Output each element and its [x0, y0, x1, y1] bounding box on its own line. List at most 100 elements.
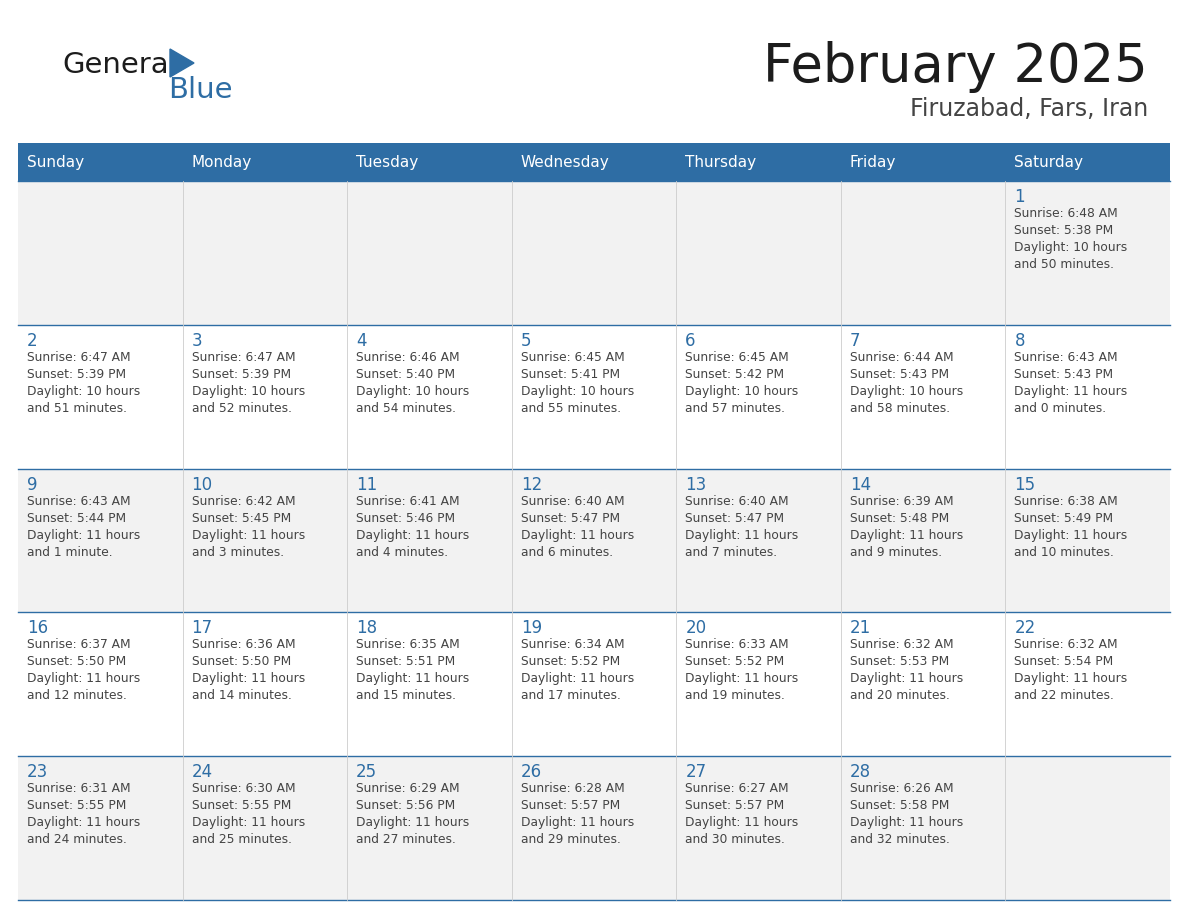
Text: Daylight: 11 hours: Daylight: 11 hours: [849, 672, 963, 686]
Text: and 50 minutes.: and 50 minutes.: [1015, 258, 1114, 271]
Text: Daylight: 11 hours: Daylight: 11 hours: [520, 672, 634, 686]
Text: 22: 22: [1015, 620, 1036, 637]
Text: and 1 minute.: and 1 minute.: [27, 545, 113, 558]
Text: Sunset: 5:42 PM: Sunset: 5:42 PM: [685, 368, 784, 381]
Text: Sunrise: 6:40 AM: Sunrise: 6:40 AM: [520, 495, 625, 508]
Text: Sunrise: 6:33 AM: Sunrise: 6:33 AM: [685, 638, 789, 652]
Text: Sunrise: 6:45 AM: Sunrise: 6:45 AM: [685, 351, 789, 364]
Text: Sunrise: 6:28 AM: Sunrise: 6:28 AM: [520, 782, 625, 795]
Text: Daylight: 11 hours: Daylight: 11 hours: [685, 816, 798, 829]
Text: Daylight: 11 hours: Daylight: 11 hours: [1015, 672, 1127, 686]
Text: and 9 minutes.: and 9 minutes.: [849, 545, 942, 558]
Text: Sunset: 5:48 PM: Sunset: 5:48 PM: [849, 511, 949, 524]
Text: Sunrise: 6:44 AM: Sunrise: 6:44 AM: [849, 351, 954, 364]
Text: 19: 19: [520, 620, 542, 637]
Text: Daylight: 11 hours: Daylight: 11 hours: [685, 529, 798, 542]
Text: Daylight: 10 hours: Daylight: 10 hours: [191, 385, 305, 397]
Text: Daylight: 11 hours: Daylight: 11 hours: [1015, 529, 1127, 542]
Text: and 32 minutes.: and 32 minutes.: [849, 834, 949, 846]
Text: 15: 15: [1015, 476, 1036, 494]
Text: Daylight: 11 hours: Daylight: 11 hours: [685, 672, 798, 686]
Text: Sunrise: 6:41 AM: Sunrise: 6:41 AM: [356, 495, 460, 508]
Text: General: General: [62, 51, 177, 79]
Text: and 25 minutes.: and 25 minutes.: [191, 834, 291, 846]
Text: February 2025: February 2025: [763, 41, 1148, 93]
Text: Sunset: 5:53 PM: Sunset: 5:53 PM: [849, 655, 949, 668]
Text: and 17 minutes.: and 17 minutes.: [520, 689, 620, 702]
Text: Sunset: 5:57 PM: Sunset: 5:57 PM: [520, 800, 620, 812]
Text: 4: 4: [356, 331, 367, 350]
Text: Daylight: 11 hours: Daylight: 11 hours: [356, 672, 469, 686]
Text: and 19 minutes.: and 19 minutes.: [685, 689, 785, 702]
Text: Sunrise: 6:39 AM: Sunrise: 6:39 AM: [849, 495, 954, 508]
Text: Sunrise: 6:46 AM: Sunrise: 6:46 AM: [356, 351, 460, 364]
Text: 24: 24: [191, 763, 213, 781]
Text: 28: 28: [849, 763, 871, 781]
Text: Sunset: 5:43 PM: Sunset: 5:43 PM: [1015, 368, 1113, 381]
Text: and 54 minutes.: and 54 minutes.: [356, 402, 456, 415]
Text: Sunset: 5:58 PM: Sunset: 5:58 PM: [849, 800, 949, 812]
Text: Sunrise: 6:45 AM: Sunrise: 6:45 AM: [520, 351, 625, 364]
Text: Friday: Friday: [849, 154, 896, 170]
Text: Daylight: 10 hours: Daylight: 10 hours: [356, 385, 469, 397]
Text: Sunset: 5:49 PM: Sunset: 5:49 PM: [1015, 511, 1113, 524]
Text: Daylight: 11 hours: Daylight: 11 hours: [356, 816, 469, 829]
Text: 14: 14: [849, 476, 871, 494]
Text: Blue: Blue: [168, 76, 233, 104]
Text: Daylight: 10 hours: Daylight: 10 hours: [520, 385, 634, 397]
Text: Sunset: 5:54 PM: Sunset: 5:54 PM: [1015, 655, 1113, 668]
Text: Wednesday: Wednesday: [520, 154, 609, 170]
Text: Monday: Monday: [191, 154, 252, 170]
Bar: [18, 612, 1170, 756]
Bar: [18, 325, 1170, 468]
Text: Sunrise: 6:34 AM: Sunrise: 6:34 AM: [520, 638, 625, 652]
Text: Daylight: 11 hours: Daylight: 11 hours: [520, 816, 634, 829]
Text: Sunrise: 6:31 AM: Sunrise: 6:31 AM: [27, 782, 131, 795]
Text: Daylight: 11 hours: Daylight: 11 hours: [1015, 385, 1127, 397]
Text: 13: 13: [685, 476, 707, 494]
Text: Daylight: 11 hours: Daylight: 11 hours: [356, 529, 469, 542]
Text: 21: 21: [849, 620, 871, 637]
Text: Sunrise: 6:40 AM: Sunrise: 6:40 AM: [685, 495, 789, 508]
Text: Sunset: 5:43 PM: Sunset: 5:43 PM: [849, 368, 949, 381]
Text: 1: 1: [1015, 188, 1025, 206]
Text: Sunset: 5:44 PM: Sunset: 5:44 PM: [27, 511, 126, 524]
Text: Sunset: 5:52 PM: Sunset: 5:52 PM: [520, 655, 620, 668]
Text: Sunrise: 6:43 AM: Sunrise: 6:43 AM: [1015, 351, 1118, 364]
Text: Daylight: 11 hours: Daylight: 11 hours: [849, 816, 963, 829]
Text: Sunrise: 6:36 AM: Sunrise: 6:36 AM: [191, 638, 295, 652]
Text: Sunrise: 6:43 AM: Sunrise: 6:43 AM: [27, 495, 131, 508]
Text: Sunrise: 6:32 AM: Sunrise: 6:32 AM: [1015, 638, 1118, 652]
Text: 16: 16: [27, 620, 49, 637]
Text: 10: 10: [191, 476, 213, 494]
Text: 12: 12: [520, 476, 542, 494]
Text: Sunset: 5:50 PM: Sunset: 5:50 PM: [27, 655, 126, 668]
Text: 7: 7: [849, 331, 860, 350]
Text: Sunrise: 6:47 AM: Sunrise: 6:47 AM: [191, 351, 295, 364]
Text: Daylight: 11 hours: Daylight: 11 hours: [191, 816, 305, 829]
Text: Sunset: 5:38 PM: Sunset: 5:38 PM: [1015, 224, 1113, 237]
Text: and 52 minutes.: and 52 minutes.: [191, 402, 291, 415]
Text: Daylight: 10 hours: Daylight: 10 hours: [27, 385, 140, 397]
Text: Sunrise: 6:48 AM: Sunrise: 6:48 AM: [1015, 207, 1118, 220]
Text: Sunset: 5:39 PM: Sunset: 5:39 PM: [27, 368, 126, 381]
Text: Daylight: 11 hours: Daylight: 11 hours: [27, 529, 140, 542]
Text: Sunset: 5:41 PM: Sunset: 5:41 PM: [520, 368, 620, 381]
Text: 18: 18: [356, 620, 378, 637]
Text: and 20 minutes.: and 20 minutes.: [849, 689, 949, 702]
Text: Sunrise: 6:37 AM: Sunrise: 6:37 AM: [27, 638, 131, 652]
Text: and 4 minutes.: and 4 minutes.: [356, 545, 448, 558]
Text: 9: 9: [27, 476, 38, 494]
Text: Sunset: 5:46 PM: Sunset: 5:46 PM: [356, 511, 455, 524]
Text: and 0 minutes.: and 0 minutes.: [1015, 402, 1106, 415]
Text: Daylight: 11 hours: Daylight: 11 hours: [520, 529, 634, 542]
Text: Daylight: 11 hours: Daylight: 11 hours: [27, 816, 140, 829]
Text: and 24 minutes.: and 24 minutes.: [27, 834, 127, 846]
Bar: [18, 756, 1170, 900]
Text: 2: 2: [27, 331, 38, 350]
Text: Sunrise: 6:35 AM: Sunrise: 6:35 AM: [356, 638, 460, 652]
Text: Sunset: 5:45 PM: Sunset: 5:45 PM: [191, 511, 291, 524]
Text: Sunset: 5:39 PM: Sunset: 5:39 PM: [191, 368, 291, 381]
Text: 26: 26: [520, 763, 542, 781]
Text: and 14 minutes.: and 14 minutes.: [191, 689, 291, 702]
